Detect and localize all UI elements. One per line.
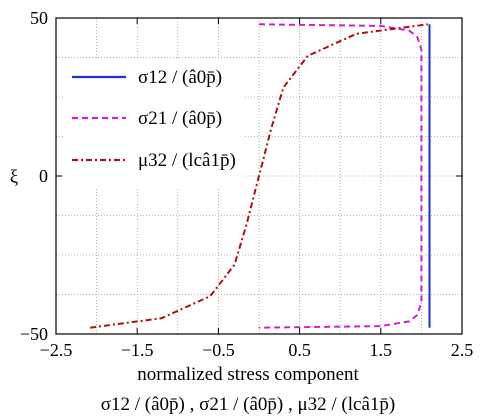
x-tick-label: 2.5 — [451, 340, 474, 360]
legend: σ12 / (â0p̄) σ21 / (â0p̄) μ32 / (lcâ1p̄) — [64, 60, 244, 188]
legend-label-mu32: μ32 / (lcâ1p̄) — [138, 150, 236, 171]
legend-label-sigma12: σ12 / (â0p̄) — [138, 67, 222, 88]
y-tick-label: 50 — [30, 8, 48, 28]
y-tick-label: −50 — [20, 324, 48, 344]
series-group — [89, 23, 431, 329]
legend-box — [64, 60, 244, 188]
tick-labels: −2.5 −1.5 −0.5 0.5 1.5 2.5 50 0 −50 — [20, 8, 473, 360]
y-axis-label: ξ — [10, 167, 19, 188]
x-axis-label: normalized stress component — [137, 364, 359, 385]
y-tick-label: 0 — [39, 166, 48, 186]
legend-label-sigma21: σ21 / (â0p̄) — [138, 108, 222, 129]
series-line-2 — [89, 23, 429, 329]
x-tick-label: 0.5 — [288, 340, 311, 360]
x-tick-label: 1.5 — [370, 340, 393, 360]
tick-marks — [55, 17, 463, 335]
x-tick-label: −2.5 — [40, 340, 73, 360]
x-axis-formula: σ12 / (â0p̄) , σ21 / (â0p̄) , μ32 / (lcâ… — [101, 394, 395, 415]
x-tick-label: −1.5 — [121, 340, 154, 360]
x-tick-label: −0.5 — [202, 340, 235, 360]
